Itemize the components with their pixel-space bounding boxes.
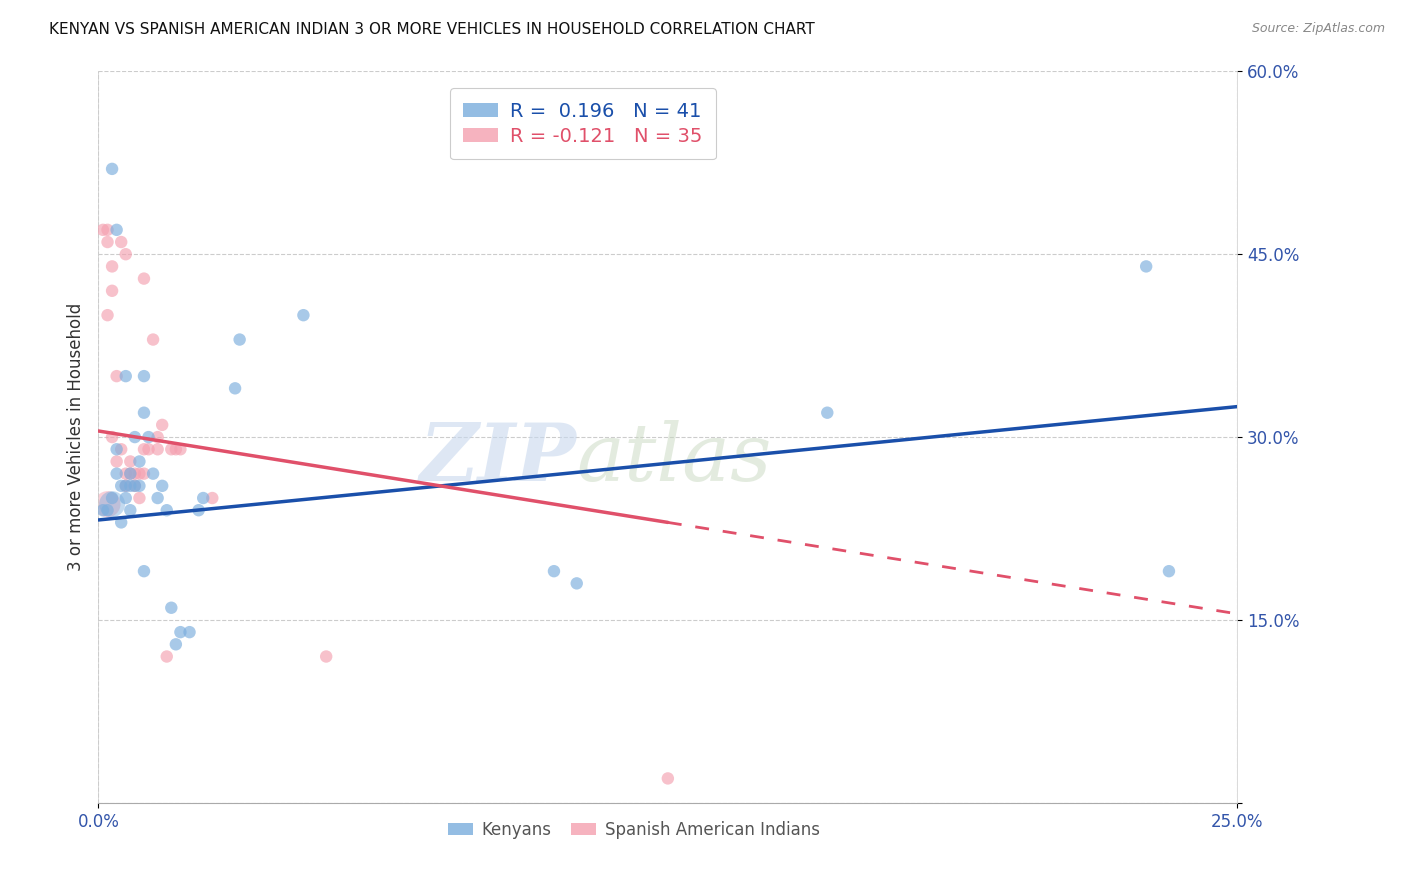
Point xyxy=(110,479,132,493)
Legend: Kenyans, Spanish American Indians: Kenyans, Spanish American Indians xyxy=(441,814,827,846)
Point xyxy=(114,491,136,505)
Point xyxy=(815,406,838,420)
Point xyxy=(110,235,132,249)
Text: ZIP: ZIP xyxy=(420,420,576,498)
Point xyxy=(101,430,124,444)
Text: Source: ZipAtlas.com: Source: ZipAtlas.com xyxy=(1251,22,1385,36)
Point xyxy=(1157,564,1180,578)
Point xyxy=(110,442,132,457)
Point xyxy=(132,271,155,285)
Point xyxy=(124,430,146,444)
Point xyxy=(150,417,173,432)
Point xyxy=(96,308,118,322)
Point xyxy=(165,442,187,457)
Point xyxy=(292,308,315,322)
Point xyxy=(124,467,146,481)
Point xyxy=(201,491,224,505)
Point xyxy=(124,479,146,493)
Point xyxy=(96,223,118,237)
Point xyxy=(169,625,191,640)
Point xyxy=(142,333,165,347)
Point xyxy=(128,491,150,505)
Point xyxy=(120,467,142,481)
Point xyxy=(187,503,209,517)
Point xyxy=(565,576,588,591)
Point xyxy=(160,600,183,615)
Y-axis label: 3 or more Vehicles in Household: 3 or more Vehicles in Household xyxy=(66,303,84,571)
Point xyxy=(120,479,142,493)
Point xyxy=(138,442,160,457)
Point xyxy=(193,491,215,505)
Point xyxy=(101,161,124,176)
Point xyxy=(101,491,124,505)
Point xyxy=(128,467,150,481)
Point xyxy=(169,442,191,457)
Point xyxy=(105,467,128,481)
Point xyxy=(160,442,183,457)
Point xyxy=(138,430,160,444)
Point xyxy=(124,479,146,493)
Point xyxy=(114,467,136,481)
Point xyxy=(142,467,165,481)
Point xyxy=(120,503,142,517)
Point xyxy=(132,369,155,384)
Point xyxy=(114,479,136,493)
Point xyxy=(132,564,155,578)
Point xyxy=(150,479,173,493)
Point xyxy=(132,406,155,420)
Point xyxy=(543,564,565,578)
Point xyxy=(105,454,128,468)
Point xyxy=(132,467,155,481)
Point xyxy=(91,223,114,237)
Point xyxy=(156,503,179,517)
Point xyxy=(96,503,118,517)
Point xyxy=(120,467,142,481)
Point xyxy=(1135,260,1157,274)
Point xyxy=(165,637,187,651)
Point xyxy=(156,649,179,664)
Point xyxy=(114,247,136,261)
Point xyxy=(657,772,679,786)
Point xyxy=(105,442,128,457)
Point xyxy=(101,260,124,274)
Point xyxy=(224,381,246,395)
Point xyxy=(146,430,169,444)
Point xyxy=(132,442,155,457)
Point xyxy=(128,454,150,468)
Point xyxy=(179,625,201,640)
Point xyxy=(110,516,132,530)
Point xyxy=(146,491,169,505)
Point xyxy=(114,369,136,384)
Point xyxy=(101,497,124,511)
Point xyxy=(96,235,118,249)
Point xyxy=(105,369,128,384)
Point xyxy=(146,442,169,457)
Point xyxy=(120,454,142,468)
Point xyxy=(315,649,337,664)
Point xyxy=(114,479,136,493)
Text: KENYAN VS SPANISH AMERICAN INDIAN 3 OR MORE VEHICLES IN HOUSEHOLD CORRELATION CH: KENYAN VS SPANISH AMERICAN INDIAN 3 OR M… xyxy=(49,22,815,37)
Point xyxy=(101,284,124,298)
Text: atlas: atlas xyxy=(576,420,772,498)
Point xyxy=(228,333,250,347)
Point xyxy=(96,497,118,511)
Point xyxy=(128,479,150,493)
Point xyxy=(105,223,128,237)
Point xyxy=(91,503,114,517)
